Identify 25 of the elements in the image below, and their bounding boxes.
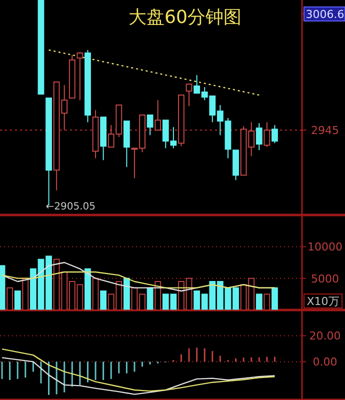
bar	[6, 287, 14, 310]
y-tick-label: 0.00	[312, 356, 338, 369]
annotation: ←2905.05	[46, 201, 96, 212]
y-tick-label: 2945	[311, 124, 339, 138]
bar	[123, 278, 130, 310]
y-axis-title: X10万	[306, 295, 340, 308]
bar	[154, 281, 162, 310]
bar	[146, 287, 154, 310]
chart-title: 大盘60分钟图	[128, 7, 242, 28]
y-tick-label: 5000	[311, 272, 339, 286]
line-series	[1, 271, 276, 288]
bar	[256, 294, 262, 310]
y-tick-label: 10000	[308, 240, 342, 254]
line-series	[1, 348, 276, 392]
bar	[272, 287, 278, 310]
bar	[264, 294, 270, 310]
bar	[84, 268, 91, 310]
bar	[0, 265, 6, 310]
bar	[100, 290, 107, 310]
y-tick-label: 3006.6	[306, 8, 344, 21]
y-tick-label: 20.00	[309, 330, 341, 343]
bar	[92, 278, 99, 310]
bar	[14, 290, 21, 310]
line-series	[1, 357, 276, 395]
bar	[22, 278, 29, 310]
